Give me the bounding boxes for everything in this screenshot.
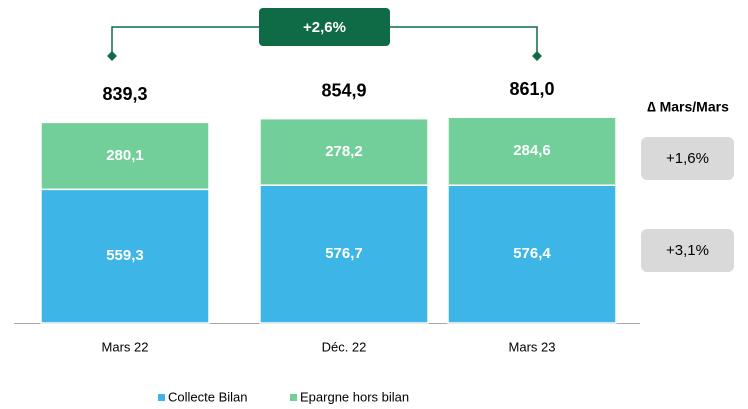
x-tick-label: Déc. 22 (322, 339, 367, 354)
series-change: +1,6% (666, 150, 709, 167)
bar-segment (259, 184, 429, 324)
value-label: 284,6 (513, 142, 551, 159)
x-tick-label: Mars 22 (102, 339, 149, 354)
bar-segment (259, 117, 429, 186)
change-header: ∆ Mars/Mars (647, 99, 729, 115)
change-box (259, 8, 390, 46)
bar-segment (447, 116, 617, 186)
bar-segment (447, 184, 617, 324)
total-change: +2,6% (303, 19, 346, 36)
value-label: 576,7 (325, 245, 363, 262)
bar-segment (40, 121, 210, 191)
total-change-bracket: +2,6% (107, 8, 542, 61)
series-change: +3,1% (666, 242, 709, 259)
x-tick-label: Mars 23 (509, 339, 556, 354)
bracket-end (107, 51, 117, 61)
legend-swatch (290, 394, 297, 401)
legend-label: Collecte Bilan (168, 389, 248, 404)
value-label: 559,3 (106, 247, 144, 264)
total-label: 861,0 (509, 79, 554, 99)
change-box (641, 229, 734, 272)
legend-label: Epargne hors bilan (300, 389, 409, 404)
total-label: 839,3 (102, 84, 147, 104)
total-label: 854,9 (321, 80, 366, 100)
change-box (641, 137, 734, 180)
value-label: 576,4 (513, 245, 551, 262)
legend-swatch (158, 394, 165, 401)
bracket-end (532, 51, 542, 61)
value-label: 280,1 (106, 147, 144, 164)
value-label: 278,2 (325, 143, 363, 160)
bar-segment (40, 188, 210, 324)
